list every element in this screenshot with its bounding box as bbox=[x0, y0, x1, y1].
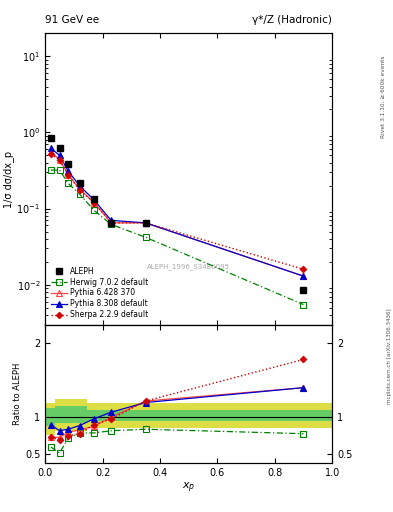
Y-axis label: 1/σ dσ/dx_p: 1/σ dσ/dx_p bbox=[3, 151, 14, 207]
X-axis label: $x_p$: $x_p$ bbox=[182, 481, 195, 496]
Y-axis label: Ratio to ALEPH: Ratio to ALEPH bbox=[13, 363, 22, 425]
Text: mcplots.cern.ch [arXiv:1306.3436]: mcplots.cern.ch [arXiv:1306.3436] bbox=[387, 308, 391, 403]
Text: 91 GeV ee: 91 GeV ee bbox=[45, 15, 99, 26]
Legend: ALEPH, Herwig 7.0.2 default, Pythia 6.428 370, Pythia 8.308 default, Sherpa 2.2.: ALEPH, Herwig 7.0.2 default, Pythia 6.42… bbox=[49, 265, 150, 321]
Text: ALEPH_1996_S3486095: ALEPH_1996_S3486095 bbox=[147, 263, 230, 270]
Text: γ*/Z (Hadronic): γ*/Z (Hadronic) bbox=[252, 15, 332, 26]
Text: Rivet 3.1.10, ≥ 600k events: Rivet 3.1.10, ≥ 600k events bbox=[381, 55, 386, 138]
